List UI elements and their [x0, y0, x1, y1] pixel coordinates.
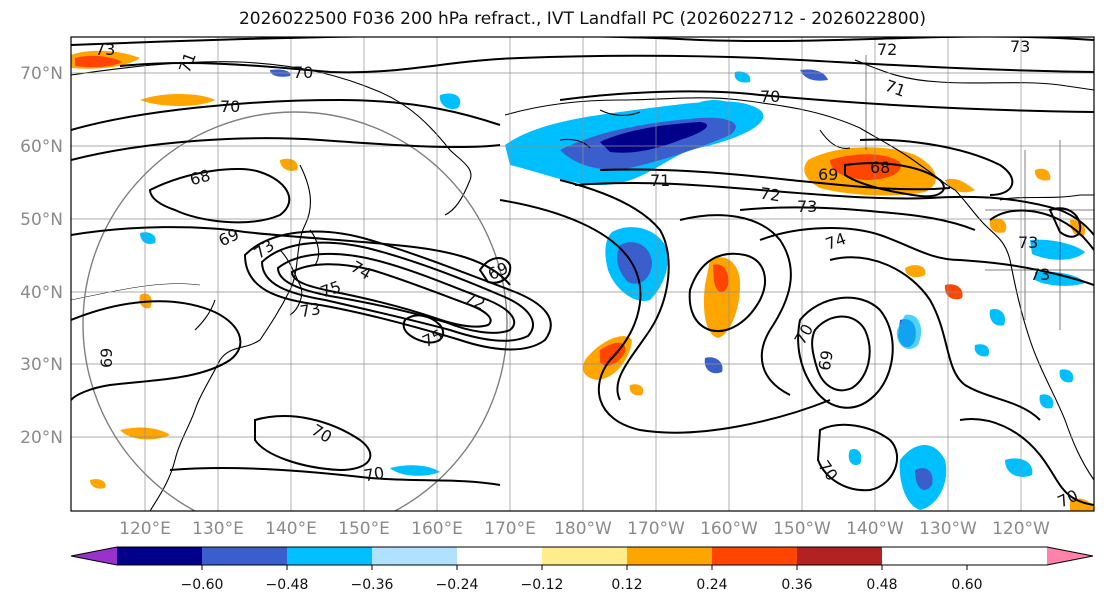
map-frame	[70, 36, 1095, 512]
contour-label: 73	[1018, 233, 1038, 252]
contour-label: 70	[760, 87, 780, 106]
colorbar-tick-label: −0.36	[351, 577, 394, 593]
lon-label: 150°E	[338, 519, 390, 539]
contour-label: 71	[650, 171, 670, 190]
lon-label: 150°W	[773, 519, 831, 539]
lon-label: 180°W	[554, 519, 612, 539]
contour-label: 70	[220, 97, 240, 116]
lon-label: 160°E	[411, 519, 463, 539]
lat-label-60n: 60°N	[20, 137, 63, 157]
contour-label: 68	[188, 166, 213, 190]
colorbar-segment	[712, 547, 797, 565]
contour-label: 73	[1030, 265, 1050, 284]
lon-label: 130°W	[919, 519, 977, 539]
contour-label: 70	[362, 463, 385, 485]
colorbar-tick-label: −0.12	[521, 577, 564, 593]
colorbar-tick-label: 0.12	[611, 577, 642, 593]
colorbar-tick-label: −0.60	[181, 577, 224, 593]
lon-label: 140°E	[265, 519, 317, 539]
colorbar-tick-label: 0.36	[781, 577, 812, 593]
colorbar-segment	[797, 547, 882, 565]
colorbar-extend-high	[1047, 547, 1093, 565]
range-circle	[82, 111, 508, 511]
lat-label-30n: 30°N	[20, 355, 63, 375]
negative-shading	[140, 69, 1085, 510]
positive-shading	[71, 50, 1094, 511]
latitude-labels: 70°N 60°N 50°N 40°N 30°N 20°N	[20, 64, 63, 448]
contour-label: 72	[877, 40, 897, 59]
colorbar-tick-label: −0.24	[436, 577, 479, 593]
map-title: 2026022500 F036 200 hPa refract., IVT La…	[238, 9, 926, 29]
lat-label-50n: 50°N	[20, 210, 63, 230]
lon-label: 170°E	[484, 519, 536, 539]
colorbar-segment	[372, 547, 457, 565]
contour-label: 70	[293, 63, 313, 82]
contour-label: 68	[870, 158, 890, 177]
lon-label: 120°E	[119, 519, 171, 539]
lon-label: 130°E	[192, 519, 244, 539]
lat-label-40n: 40°N	[20, 283, 63, 303]
colorbar: −0.60 −0.48 −0.36 −0.24 −0.12 0.12 0.24 …	[70, 546, 1094, 593]
contour-label: 73	[299, 299, 322, 321]
lon-label: 140°W	[846, 519, 904, 539]
contour-label: 73	[1010, 37, 1030, 56]
colorbar-tick-label: 0.48	[866, 577, 897, 593]
contour-label: 69	[818, 165, 838, 184]
colorbar-segment	[202, 547, 287, 565]
refractivity-contours	[71, 37, 1094, 506]
lon-label: 170°W	[627, 519, 685, 539]
contour-label: 73	[95, 40, 115, 59]
lon-label: 160°W	[700, 519, 758, 539]
colorbar-tick-label: −0.48	[266, 577, 309, 593]
lat-label-20n: 20°N	[20, 428, 63, 448]
colorbar-extend-low	[71, 547, 117, 565]
colorbar-segment	[457, 547, 542, 565]
colorbar-tick-label: 0.60	[951, 577, 982, 593]
colorbar-segment	[627, 547, 712, 565]
lat-label-70n: 70°N	[20, 64, 63, 84]
contour-label: 69	[815, 349, 837, 372]
colorbar-tick-label: 0.24	[696, 577, 727, 593]
colorbar-segment	[117, 547, 202, 565]
contour-label: 73	[797, 197, 817, 216]
colorbar-segment	[542, 547, 627, 565]
contour-label: 72	[759, 184, 782, 206]
contour-label: 69	[97, 348, 116, 368]
colorbar-segment	[287, 547, 372, 565]
longitude-labels: 120°E 130°E 140°E 150°E 160°E 170°E 180°…	[119, 519, 1050, 539]
lon-label: 120°W	[992, 519, 1050, 539]
